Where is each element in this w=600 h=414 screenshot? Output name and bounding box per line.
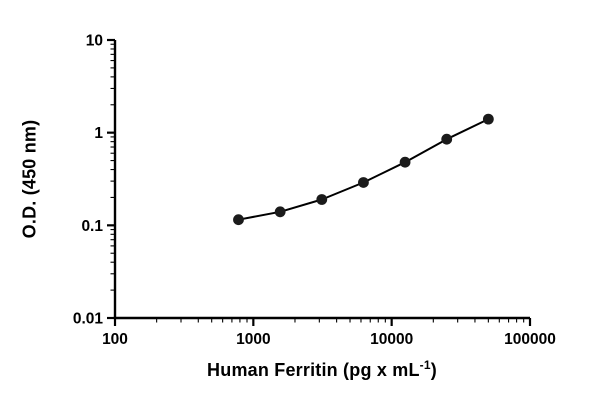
data-point [358, 177, 369, 188]
data-point [316, 194, 328, 205]
series-line [237, 118, 490, 221]
x-axis-title-main: Human Ferritin (pg x mL [207, 360, 420, 380]
data-point [441, 133, 453, 145]
x-tick-label: 1000 [236, 331, 270, 348]
data-point [274, 206, 286, 218]
data-point [233, 214, 244, 226]
x-axis-title-close: ) [430, 360, 437, 380]
x-axis-title: Human Ferritin (pg x mL-1) [207, 358, 437, 381]
y-tick-label: 0.1 [81, 218, 103, 235]
y-tick-label: 0.01 [73, 311, 104, 328]
y-tick-label: 10 [86, 33, 103, 50]
x-tick-label: 10000 [370, 331, 413, 348]
x-tick-label: 100000 [504, 331, 556, 348]
y-tick-label: 1 [94, 125, 103, 142]
data-point [482, 113, 494, 125]
y-axis-title: O.D. (450 nm) [19, 119, 40, 239]
data-point [399, 156, 411, 168]
x-axis-title-superscript: -1 [419, 358, 431, 372]
x-tick-label: 100 [102, 331, 128, 348]
